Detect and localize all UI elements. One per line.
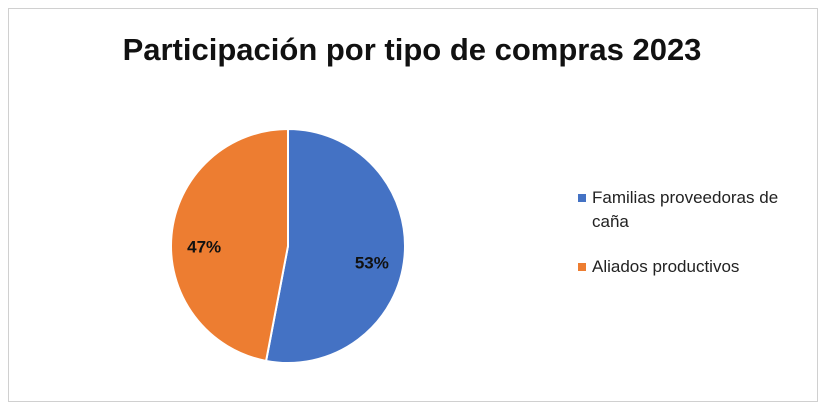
legend-item: Aliados productivos xyxy=(578,255,810,279)
legend-label: Familias proveedoras de caña xyxy=(592,188,779,231)
pie-slice xyxy=(170,127,289,363)
pie-slice xyxy=(264,127,406,364)
legend-item: Familias proveedoras de caña xyxy=(578,186,810,234)
data-label: 47% xyxy=(187,238,221,257)
legend-swatch xyxy=(578,194,586,202)
chart-title: Participación por tipo de compras 2023 xyxy=(123,32,702,67)
chart-border xyxy=(8,8,818,402)
legend-swatch xyxy=(578,263,586,271)
data-label: 53% xyxy=(355,253,389,272)
legend-label: Aliados productivos xyxy=(592,257,740,276)
